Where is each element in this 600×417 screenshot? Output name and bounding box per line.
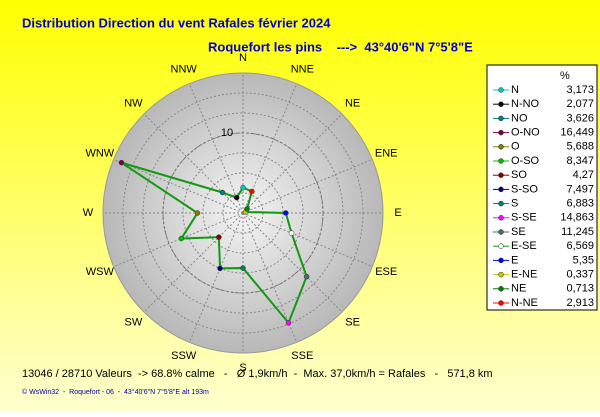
direction-label: WNW	[85, 148, 114, 160]
spoke	[143, 113, 244, 214]
legend-marker	[498, 87, 504, 93]
spoke	[143, 212, 244, 313]
point	[178, 235, 185, 242]
spoke	[113, 158, 244, 214]
legend-value: 8,347	[566, 155, 594, 167]
legend-label: N	[511, 84, 519, 96]
point	[194, 210, 201, 216]
legend-marker	[498, 115, 504, 122]
point	[216, 234, 222, 240]
legend-label: N-NO	[511, 98, 540, 110]
legend-box	[486, 64, 598, 311]
footer: 13046 / 28710 Valeurs -> 68.8% calme - Ø…	[22, 368, 493, 380]
direction-label: SE	[345, 317, 360, 329]
legend-value: 2,913	[566, 297, 594, 309]
legend-marker	[498, 243, 504, 249]
legend-label: S-SO	[511, 183, 538, 195]
legend-marker	[498, 300, 504, 306]
legend-label: E-SE	[511, 240, 537, 252]
direction-label: ENE	[375, 148, 398, 160]
legend-value: 7,497	[566, 183, 594, 195]
r-tick-label: 10	[221, 127, 233, 139]
legend-value: 0,337	[566, 269, 594, 281]
legend-marker	[498, 172, 504, 178]
direction-label: WSW	[86, 266, 115, 278]
legend-label: SE	[511, 226, 526, 238]
legend-value: 2,077	[566, 98, 594, 110]
point	[244, 206, 250, 212]
direction-label: NNW	[171, 64, 198, 76]
legend-marker	[498, 101, 504, 107]
legend-label: NO	[511, 112, 528, 124]
point	[118, 159, 125, 166]
point	[240, 265, 246, 271]
point	[303, 273, 310, 280]
direction-label: SSW	[171, 350, 197, 362]
legend-marker	[498, 271, 504, 278]
legend-label: E-NE	[511, 269, 537, 281]
legend-value: 11,245	[561, 226, 594, 238]
legend-marker	[498, 158, 504, 164]
legend-value: 5,688	[566, 141, 594, 153]
point	[217, 265, 223, 272]
point	[283, 210, 289, 216]
legend-value: 14,863	[560, 212, 594, 224]
direction-label: ESE	[375, 266, 397, 278]
legend-label: NE	[511, 283, 526, 295]
legend-label: O-NO	[511, 127, 540, 139]
legend-value: 4,27	[573, 169, 594, 181]
spoke	[242, 212, 373, 268]
legend-marker	[498, 215, 504, 221]
legend-value: 6,883	[566, 198, 594, 210]
spoke	[113, 212, 244, 268]
legend-header: %	[560, 70, 570, 82]
chart-title: Distribution Direction du vent Rafales f…	[22, 15, 331, 30]
chart-subtitle: Roquefort les pins ---> 43°40'6"N 7°5'8"…	[208, 39, 473, 54]
spoke	[242, 83, 298, 214]
legend-marker	[498, 286, 504, 292]
direction-label: NE	[345, 97, 360, 109]
direction-label: SW	[125, 317, 143, 329]
legend-value: 16,449	[560, 127, 594, 139]
point	[288, 230, 295, 236]
point	[249, 188, 255, 195]
legend-label: S	[511, 198, 518, 210]
legend-label: E	[511, 254, 518, 266]
direction-label: E	[394, 207, 401, 219]
legend-marker	[498, 129, 504, 136]
legend-marker	[498, 144, 504, 150]
point	[285, 320, 292, 326]
spoke	[188, 212, 244, 343]
credit: © WsWin32 - Roquefort - 06 - 43°40'6"N 7…	[22, 388, 209, 396]
direction-label: W	[83, 207, 94, 219]
direction-label: S	[239, 362, 246, 374]
grid-ring	[162, 132, 324, 294]
direction-label: SSE	[291, 350, 313, 362]
point	[219, 189, 226, 196]
spoke	[188, 83, 244, 214]
direction-label: NNE	[291, 64, 314, 76]
legend-marker	[498, 257, 504, 264]
direction-label: N	[239, 52, 247, 64]
legend-label: SO	[511, 169, 527, 181]
spoke	[242, 113, 343, 214]
legend-marker	[498, 229, 504, 235]
legend-value: 5,35	[573, 254, 594, 266]
legend-label: O-SO	[511, 155, 540, 167]
legend-label: S-SE	[511, 212, 537, 224]
point	[240, 184, 246, 191]
legend-value: 3,626	[566, 112, 594, 124]
point	[233, 194, 240, 201]
legend-value: 0,713	[566, 283, 594, 295]
legend-value: 6,569	[566, 240, 594, 252]
legend-marker	[498, 200, 504, 207]
direction-label: NW	[124, 97, 143, 109]
legend-label: O	[511, 141, 520, 153]
legend-value: 3,173	[566, 84, 594, 96]
legend-label: N-NE	[511, 297, 538, 309]
spoke	[242, 212, 343, 313]
legend-marker	[498, 186, 504, 193]
spoke	[242, 158, 373, 214]
